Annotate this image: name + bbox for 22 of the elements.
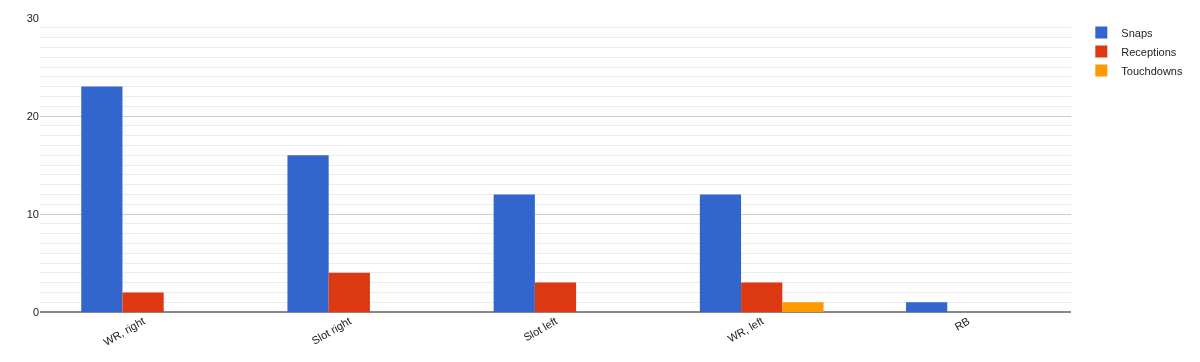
x-tick-label: WR, right xyxy=(101,314,147,348)
legend-label: Snaps xyxy=(1121,26,1153,39)
y-tick-label: 30 xyxy=(26,11,39,24)
x-tick-label: WR, left xyxy=(725,314,766,345)
bar xyxy=(534,282,577,312)
bar xyxy=(287,155,329,312)
x-tick-label: Slot left xyxy=(521,314,560,344)
bar xyxy=(741,282,783,312)
x-tick-label: Slot right xyxy=(309,314,354,347)
legend-label: Receptions xyxy=(1121,45,1177,58)
bar xyxy=(493,194,535,312)
bar xyxy=(906,302,948,312)
bar xyxy=(81,86,123,312)
legend-label: Touchdowns xyxy=(1121,64,1183,77)
bar xyxy=(122,292,164,312)
y-tick-label: 0 xyxy=(32,305,39,318)
bar xyxy=(328,272,370,312)
bar xyxy=(699,194,742,312)
x-tick-label: RB xyxy=(952,314,972,333)
bar xyxy=(782,302,824,312)
y-tick-label: 20 xyxy=(26,109,39,122)
y-tick-label: 10 xyxy=(26,207,39,220)
